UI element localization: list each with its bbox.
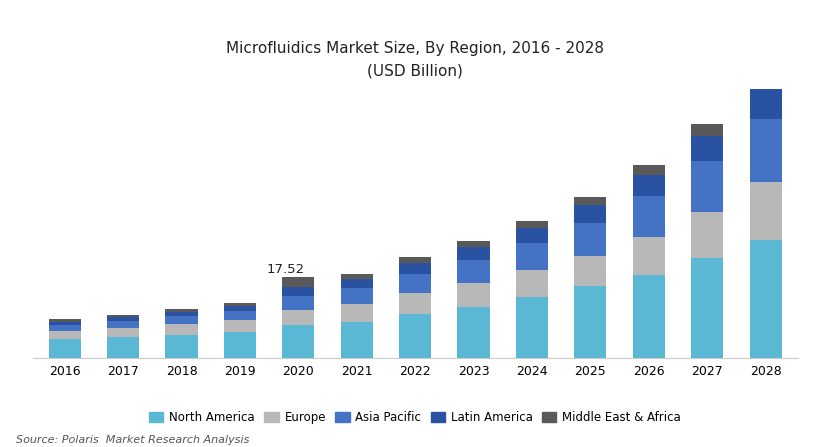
Bar bbox=[691, 161, 724, 212]
Bar bbox=[691, 258, 724, 358]
Bar bbox=[750, 76, 781, 89]
Bar bbox=[282, 277, 314, 287]
Bar bbox=[49, 339, 81, 358]
Bar bbox=[165, 309, 198, 312]
Bar bbox=[399, 263, 431, 274]
Bar bbox=[750, 240, 781, 358]
Bar bbox=[457, 240, 489, 247]
Bar bbox=[107, 317, 139, 321]
Bar bbox=[399, 257, 431, 263]
Bar bbox=[516, 228, 548, 243]
Bar bbox=[282, 309, 314, 325]
Bar bbox=[224, 306, 256, 311]
Bar bbox=[691, 124, 724, 135]
Bar bbox=[516, 298, 548, 358]
Bar bbox=[165, 312, 198, 316]
Bar bbox=[165, 335, 198, 358]
Bar bbox=[457, 260, 489, 283]
Bar bbox=[341, 278, 373, 288]
Bar bbox=[224, 311, 256, 320]
Bar bbox=[632, 237, 665, 275]
Bar bbox=[632, 196, 665, 237]
Bar bbox=[341, 321, 373, 358]
Bar bbox=[750, 182, 781, 240]
Bar bbox=[516, 243, 548, 270]
Bar bbox=[457, 307, 489, 358]
Bar bbox=[282, 287, 314, 295]
Bar bbox=[341, 288, 373, 304]
Bar bbox=[399, 314, 431, 358]
Bar bbox=[750, 119, 781, 182]
Title: Microfluidics Market Size, By Region, 2016 - 2028
(USD Billion): Microfluidics Market Size, By Region, 20… bbox=[226, 41, 604, 79]
Bar bbox=[165, 325, 198, 335]
Bar bbox=[224, 320, 256, 332]
Bar bbox=[49, 325, 81, 331]
Bar bbox=[691, 212, 724, 258]
Bar bbox=[341, 274, 373, 278]
Bar bbox=[575, 205, 606, 223]
Bar bbox=[750, 89, 781, 119]
Bar bbox=[632, 275, 665, 358]
Bar bbox=[49, 319, 81, 321]
Text: 17.52: 17.52 bbox=[266, 263, 304, 276]
Bar bbox=[107, 321, 139, 328]
Bar bbox=[575, 197, 606, 205]
Bar bbox=[632, 175, 665, 196]
Bar bbox=[49, 331, 81, 339]
Bar bbox=[282, 295, 314, 309]
Text: Source: Polaris  Market Research Analysis: Source: Polaris Market Research Analysis bbox=[16, 435, 250, 445]
Bar bbox=[575, 256, 606, 286]
Bar bbox=[341, 304, 373, 321]
Bar bbox=[632, 165, 665, 175]
Bar bbox=[107, 315, 139, 317]
Bar bbox=[399, 274, 431, 293]
Bar bbox=[282, 325, 314, 358]
Bar bbox=[516, 270, 548, 298]
Bar bbox=[224, 303, 256, 306]
Bar bbox=[691, 135, 724, 161]
Bar bbox=[165, 316, 198, 325]
Bar bbox=[575, 223, 606, 256]
Bar bbox=[224, 332, 256, 358]
Bar bbox=[516, 221, 548, 228]
Bar bbox=[399, 293, 431, 314]
Bar bbox=[49, 321, 81, 325]
Bar bbox=[457, 283, 489, 307]
Bar bbox=[107, 328, 139, 337]
Bar bbox=[107, 337, 139, 358]
Bar bbox=[457, 247, 489, 260]
Bar bbox=[575, 286, 606, 358]
Legend: North America, Europe, Asia Pacific, Latin America, Middle East & Africa: North America, Europe, Asia Pacific, Lat… bbox=[145, 406, 685, 429]
